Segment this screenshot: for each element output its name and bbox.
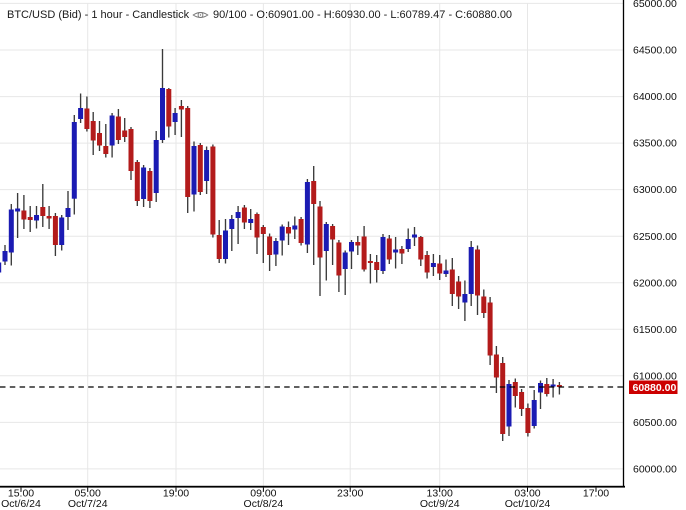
svg-text:61500.00: 61500.00 [633, 324, 677, 336]
svg-text:13:00: 13:00 [427, 488, 453, 500]
svg-text:65000.00: 65000.00 [633, 0, 677, 10]
svg-text:63500.00: 63500.00 [633, 138, 677, 150]
svg-text:19:00: 19:00 [163, 488, 189, 500]
svg-text:Oct/8/24: Oct/8/24 [244, 498, 284, 510]
svg-text:60880.00: 60880.00 [633, 382, 677, 394]
svg-text:64500.00: 64500.00 [633, 45, 677, 57]
svg-text:17:00: 17:00 [583, 488, 609, 500]
svg-text:Oct/6/24: Oct/6/24 [1, 498, 41, 510]
svg-text:61000.00: 61000.00 [633, 370, 677, 382]
svg-text:60500.00: 60500.00 [633, 417, 677, 429]
svg-text:62500.00: 62500.00 [633, 231, 677, 243]
svg-text:90/100 - O:60901.00 - H:60930.: 90/100 - O:60901.00 - H:60930.00 - L:607… [213, 9, 512, 21]
svg-text:Oct/9/24: Oct/9/24 [420, 498, 460, 510]
svg-text:BTC/USD (Bid) - 1 hour - Candl: BTC/USD (Bid) - 1 hour - Candlestick [7, 9, 190, 21]
svg-text:63000.00: 63000.00 [633, 184, 677, 196]
svg-text:Oct/7/24: Oct/7/24 [68, 498, 108, 510]
svg-text:62000.00: 62000.00 [633, 277, 677, 289]
svg-text:64000.00: 64000.00 [633, 91, 677, 103]
svg-text:09:00: 09:00 [250, 488, 276, 500]
svg-text:05:00: 05:00 [75, 488, 101, 500]
svg-text:Oct/10/24: Oct/10/24 [505, 498, 551, 510]
svg-text:60000.00: 60000.00 [633, 464, 677, 476]
svg-text:23:00: 23:00 [337, 488, 363, 500]
svg-text:15:00: 15:00 [8, 488, 34, 500]
svg-text:03:00: 03:00 [514, 488, 540, 500]
